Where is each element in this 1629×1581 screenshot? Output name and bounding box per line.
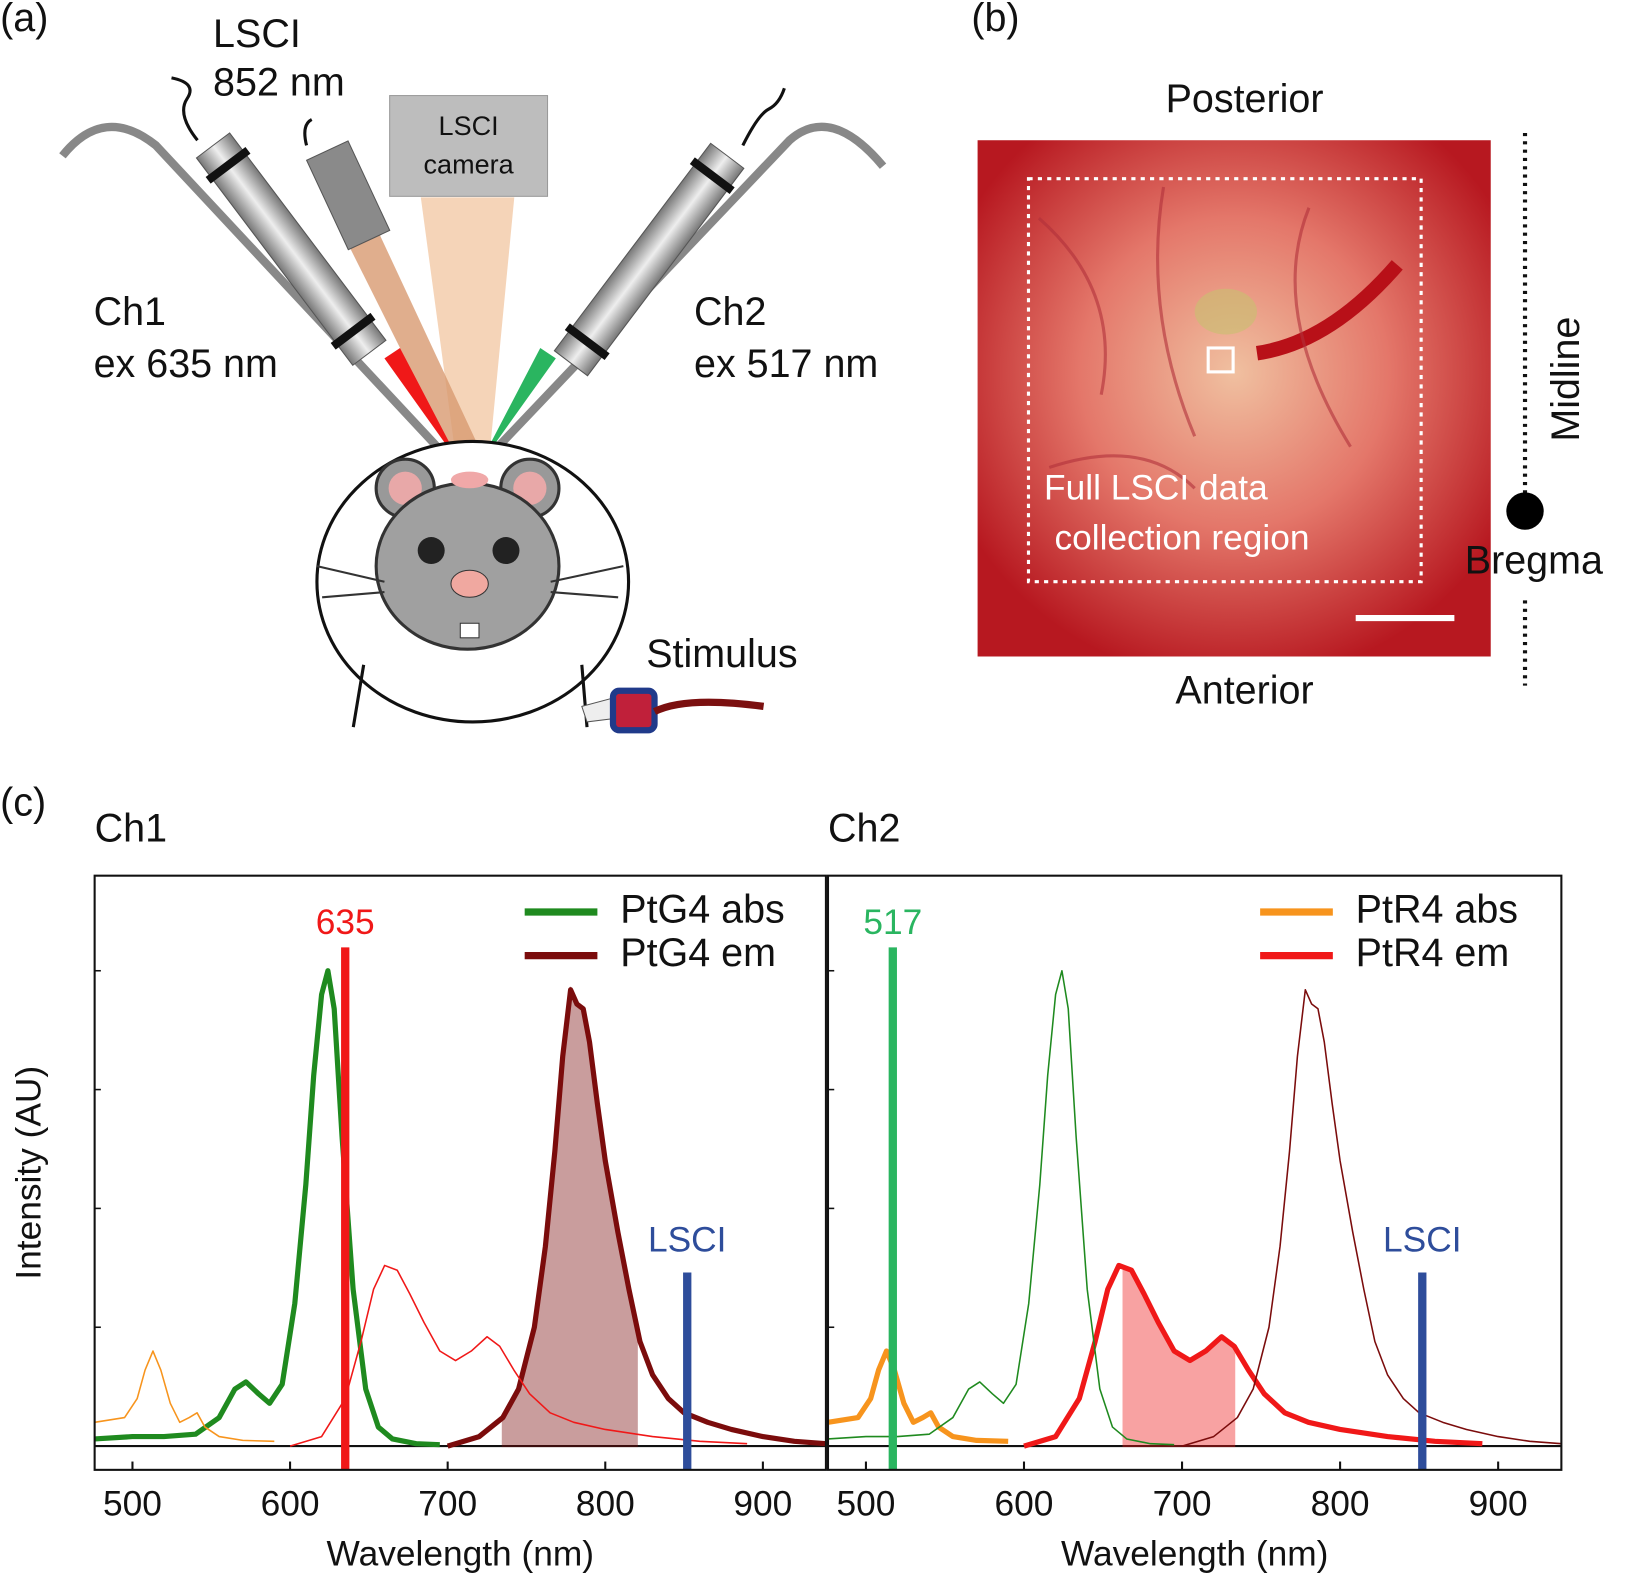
x-tick-label: 700	[418, 1485, 477, 1524]
spectrum-line	[94, 1350, 275, 1443]
panel-label: (c)	[0, 780, 46, 824]
channel-label: Ch2	[694, 290, 766, 334]
direction-label: Anterior	[1175, 668, 1313, 712]
region-label: Full LSCI data	[1044, 469, 1268, 508]
laser-label: LSCI	[213, 12, 301, 56]
plot-frame	[826, 874, 1563, 1471]
spectrum-line	[1023, 1262, 1483, 1449]
x-tick-label: 800	[1311, 1485, 1370, 1524]
chart-title: Ch1	[95, 806, 167, 850]
legend-label: PtG4 abs	[620, 887, 785, 931]
x-tick-label: 800	[576, 1485, 635, 1524]
channel-label: Ch1	[94, 290, 166, 334]
spectrum-line	[289, 1264, 748, 1447]
laser-label: 635	[316, 903, 375, 942]
laser-label: 517	[863, 903, 922, 942]
plot-frame	[93, 874, 827, 1471]
x-tick-label: 500	[836, 1485, 895, 1524]
channel-label: ex 517 nm	[694, 342, 878, 386]
x-tick-label: 500	[103, 1485, 162, 1524]
stimulus-label: Stimulus	[646, 632, 797, 676]
panel-label: (a)	[0, 0, 48, 40]
spectrum-line	[1181, 988, 1562, 1447]
x-axis-label: Wavelength (nm)	[1061, 1534, 1328, 1573]
spectrum-line	[827, 1348, 1009, 1444]
laser-label: 852 nm	[213, 61, 345, 105]
x-tick-label: 900	[1469, 1485, 1528, 1524]
brain-image	[977, 132, 1544, 686]
legend-label: PtR4 abs	[1356, 887, 1518, 931]
legend-label: PtG4 em	[620, 931, 776, 975]
region-label: collection region	[1054, 518, 1309, 557]
laser-label: LSCI	[648, 1221, 726, 1260]
legend-label: PtR4 em	[1356, 931, 1510, 975]
x-tick-label: 700	[1153, 1485, 1212, 1524]
direction-label: Posterior	[1166, 77, 1324, 121]
camera-label: camera	[424, 149, 515, 179]
camera-label: LSCI	[439, 111, 499, 141]
x-tick-label: 600	[995, 1485, 1054, 1524]
y-axis-label: Intensity (AU)	[10, 1066, 49, 1280]
x-tick-label: 600	[261, 1485, 320, 1524]
panel-label: (b)	[971, 0, 1019, 40]
x-tick-label: 900	[733, 1485, 792, 1524]
laser-label: LSCI	[1383, 1221, 1461, 1260]
spectrum-line	[446, 987, 827, 1449]
chart-title: Ch2	[828, 806, 900, 850]
midline-label: Midline	[1544, 317, 1588, 442]
bregma-label: Bregma	[1465, 538, 1603, 582]
setup-illustration	[59, 76, 887, 734]
x-axis-label: Wavelength (nm)	[327, 1534, 594, 1573]
spectrum-line	[827, 969, 1175, 1446]
spectrum-line	[94, 968, 440, 1448]
channel-label: ex 635 nm	[94, 342, 278, 386]
